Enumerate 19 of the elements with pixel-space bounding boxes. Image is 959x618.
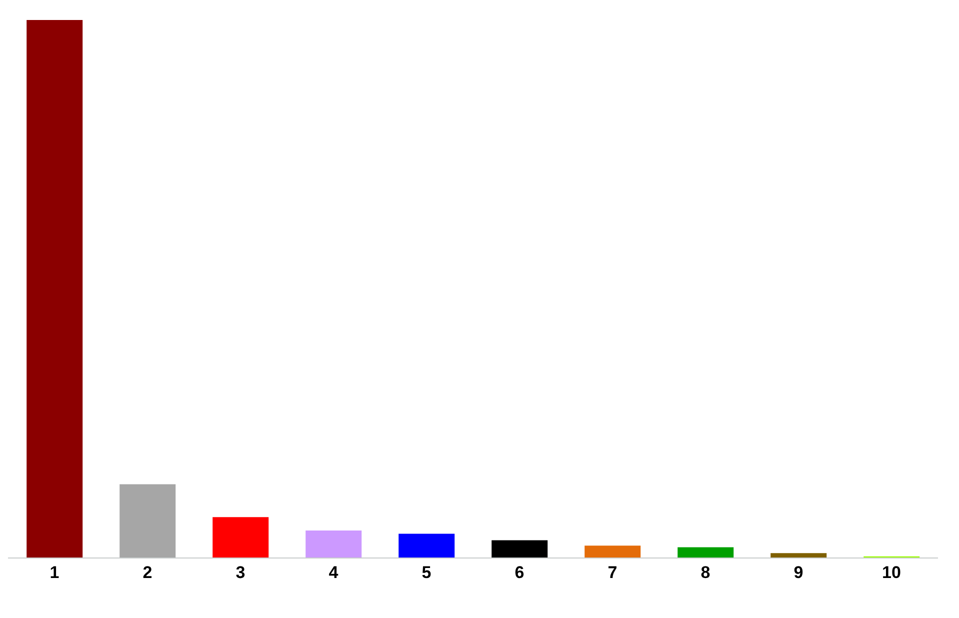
x-tick-label: 2	[142, 563, 152, 582]
x-tick-label: 3	[236, 563, 246, 582]
bar	[584, 546, 641, 558]
x-tick-label: 8	[700, 563, 710, 582]
bar	[212, 517, 269, 558]
bar	[678, 547, 734, 558]
x-tick-label: 7	[608, 563, 618, 582]
x-tick-label: 1	[50, 563, 60, 582]
bar	[120, 484, 176, 558]
x-tick-label: 5	[422, 563, 432, 582]
x-tick-label: 10	[882, 563, 901, 582]
x-tick-label: 4	[328, 563, 339, 582]
bar	[306, 530, 362, 558]
bar	[398, 534, 455, 558]
x-tick-label: 9	[794, 563, 804, 582]
x-tick-label: 6	[514, 563, 524, 582]
bar	[770, 553, 827, 558]
bar	[26, 20, 83, 558]
bar	[492, 540, 548, 558]
